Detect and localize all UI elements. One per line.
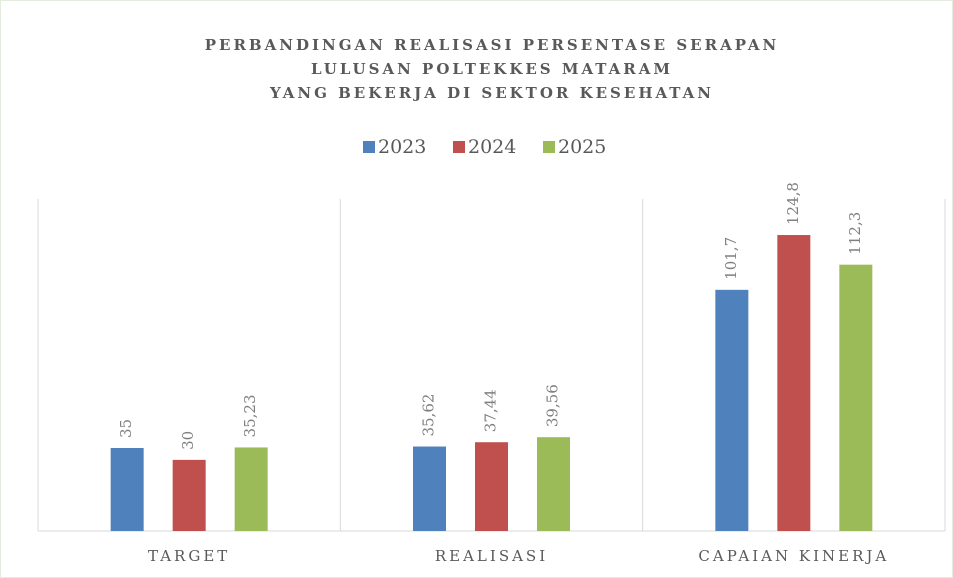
value-label: 101,7: [722, 237, 740, 280]
bar: [110, 448, 144, 531]
title-line: PERBANDINGAN REALISASI PERSENTASE SERAPA…: [205, 36, 780, 54]
value-label: 35,62: [420, 394, 438, 437]
title-line: YANG BEKERJA DI SEKTOR KESEHATAN: [269, 84, 714, 102]
legend-label: 2025: [558, 136, 606, 158]
legend-swatch: [453, 141, 465, 153]
bar: [234, 447, 268, 531]
value-label: 30: [179, 431, 197, 450]
value-label: 39,56: [544, 384, 562, 427]
legend-swatch: [543, 141, 555, 153]
value-label: 35: [117, 419, 135, 438]
value-label: 112,3: [846, 212, 864, 255]
chart-title: PERBANDINGAN REALISASI PERSENTASE SERAPA…: [205, 36, 780, 102]
x-tick-label: CAPAIAN KINERJA: [698, 547, 889, 565]
legend-swatch: [363, 141, 375, 153]
bar: [537, 437, 570, 531]
bar: [475, 442, 508, 531]
bar: [413, 446, 446, 531]
legend-label: 2024: [468, 136, 516, 158]
x-tick-label: TARGET: [148, 547, 230, 565]
bar: [172, 459, 206, 531]
x-tick-label: REALISASI: [435, 547, 548, 565]
bar: [777, 235, 811, 531]
value-label: 37,44: [482, 389, 500, 432]
value-label: 124,8: [784, 182, 802, 225]
value-label: 35,23: [241, 395, 259, 438]
bar: [715, 289, 749, 531]
title-line: LULUSAN POLTEKKES MATARAM: [311, 60, 673, 78]
legend-label: 2023: [378, 136, 426, 158]
bar: [839, 264, 873, 531]
